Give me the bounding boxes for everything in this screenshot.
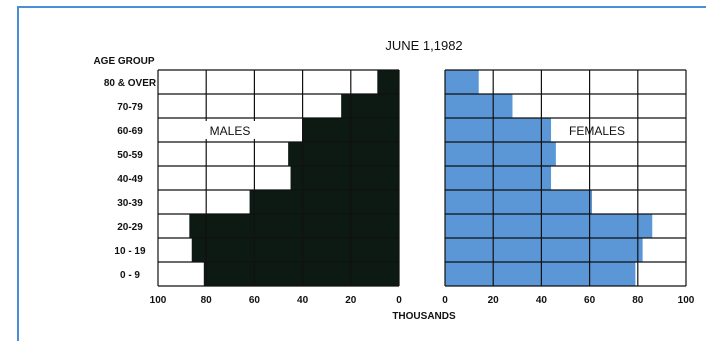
x-tick-right-0: 0 bbox=[442, 295, 448, 306]
x-tick-left-2: 60 bbox=[249, 295, 261, 306]
age-label-70-79: 70-79 bbox=[117, 102, 143, 113]
age-label-30-39: 30-39 bbox=[117, 198, 143, 209]
bar-females-50-59 bbox=[445, 142, 556, 166]
series-label-bg-males bbox=[205, 121, 255, 139]
age-label-10-19: 10 - 19 bbox=[114, 246, 146, 257]
x-tick-left-5: 0 bbox=[396, 295, 402, 306]
labels-layer: 80 & OVER 70-79 60-69 50-59 40-49 30-39 20-29 1… bbox=[104, 78, 695, 306]
age-label-50-59: 50-59 bbox=[117, 150, 143, 161]
x-tick-left-0: 100 bbox=[150, 295, 167, 306]
age-group-header: AGE GROUP bbox=[93, 56, 154, 67]
bar-females-30-39 bbox=[445, 190, 593, 214]
bar-females-40-49 bbox=[445, 166, 552, 190]
x-tick-right-5: 100 bbox=[678, 295, 695, 306]
bar-females-10-19 bbox=[445, 238, 643, 262]
x-tick-left-4: 20 bbox=[345, 295, 357, 306]
age-label-80-over: 80 & OVER bbox=[104, 78, 157, 89]
x-tick-left-3: 40 bbox=[297, 295, 309, 306]
bar-males-10-19 bbox=[191, 238, 399, 262]
bar-males-70-79 bbox=[341, 94, 399, 118]
bars-layer bbox=[189, 70, 653, 286]
age-label-0-9: 0 - 9 bbox=[120, 270, 140, 281]
bar-females-70-79 bbox=[445, 94, 513, 118]
age-label-40-49: 40-49 bbox=[117, 174, 143, 185]
bar-males-40-49 bbox=[290, 166, 399, 190]
bar-females-20-29 bbox=[445, 214, 653, 238]
x-tick-right-4: 80 bbox=[632, 295, 644, 306]
chart-title: JUNE 1,1982 bbox=[385, 38, 462, 53]
bar-males-20-29 bbox=[189, 214, 399, 238]
bar-males-80-over bbox=[377, 70, 399, 94]
x-axis-label: THOUSANDS bbox=[392, 311, 456, 322]
bar-females-0-9 bbox=[445, 262, 636, 286]
page-frame bbox=[17, 6, 706, 341]
bar-females-80-over bbox=[445, 70, 479, 94]
bar-males-30-39 bbox=[249, 190, 399, 214]
x-tick-right-3: 60 bbox=[584, 295, 596, 306]
bar-females-60-69 bbox=[445, 118, 552, 142]
x-tick-right-1: 20 bbox=[488, 295, 500, 306]
bar-males-50-59 bbox=[288, 142, 399, 166]
x-tick-left-1: 80 bbox=[201, 295, 213, 306]
series-label-males: MALES bbox=[210, 124, 251, 138]
x-tick-right-2: 40 bbox=[536, 295, 548, 306]
grid-layer bbox=[157, 69, 687, 287]
age-label-60-69: 60-69 bbox=[117, 126, 143, 137]
age-label-20-29: 20-29 bbox=[117, 222, 143, 233]
bar-males-0-9 bbox=[203, 262, 399, 286]
series-label-females: FEMALES bbox=[569, 124, 625, 138]
